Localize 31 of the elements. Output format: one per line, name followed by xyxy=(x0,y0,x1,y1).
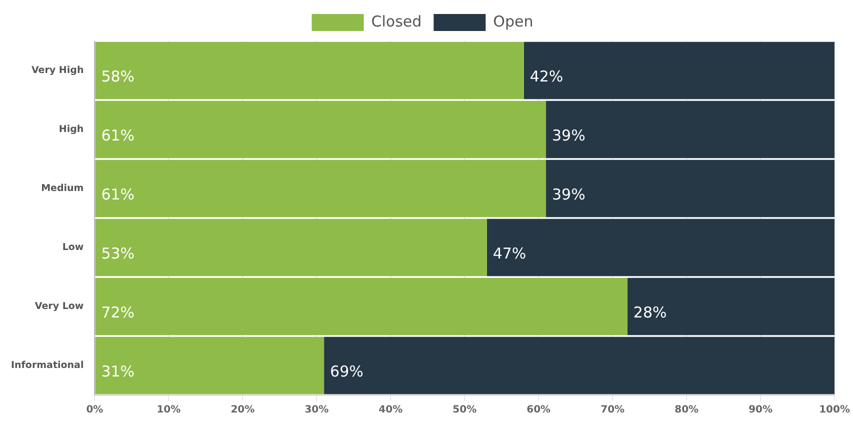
x-tick-label: 100% xyxy=(819,404,850,416)
x-tick-label: 10% xyxy=(156,404,181,416)
x-tick-label: 30% xyxy=(304,404,329,416)
data-label: 53% xyxy=(101,244,135,262)
legend-label: Open xyxy=(493,12,534,30)
x-tick-label: 20% xyxy=(230,404,255,416)
x-tick-label: 90% xyxy=(748,404,773,416)
data-label: 42% xyxy=(530,67,564,86)
x-tick-label: 80% xyxy=(674,404,699,416)
data-label: 28% xyxy=(633,303,667,322)
data-label: 47% xyxy=(492,244,526,262)
data-label: 61% xyxy=(101,185,135,204)
legend-label: Closed xyxy=(371,12,422,30)
y-tick-label: Informational xyxy=(10,360,84,371)
x-tick-label: 70% xyxy=(600,404,625,416)
data-label: 39% xyxy=(552,185,586,204)
x-tick-label: 40% xyxy=(378,404,403,416)
data-label: 58% xyxy=(101,67,135,86)
data-label: 69% xyxy=(330,362,364,380)
x-tick-label: 60% xyxy=(526,404,551,416)
data-label: 72% xyxy=(101,303,135,322)
y-tick-label: High xyxy=(58,124,84,135)
y-tick-label: Very High xyxy=(31,64,84,76)
data-label: 61% xyxy=(101,126,135,144)
y-tick-label: Very Low xyxy=(34,300,84,312)
data-label: 39% xyxy=(552,126,586,144)
x-tick-label: 0% xyxy=(86,404,104,416)
x-tick-label: 50% xyxy=(452,404,477,416)
y-tick-label: Low xyxy=(62,242,84,253)
data-label: 31% xyxy=(101,362,135,380)
y-tick-label: Medium xyxy=(41,182,84,194)
